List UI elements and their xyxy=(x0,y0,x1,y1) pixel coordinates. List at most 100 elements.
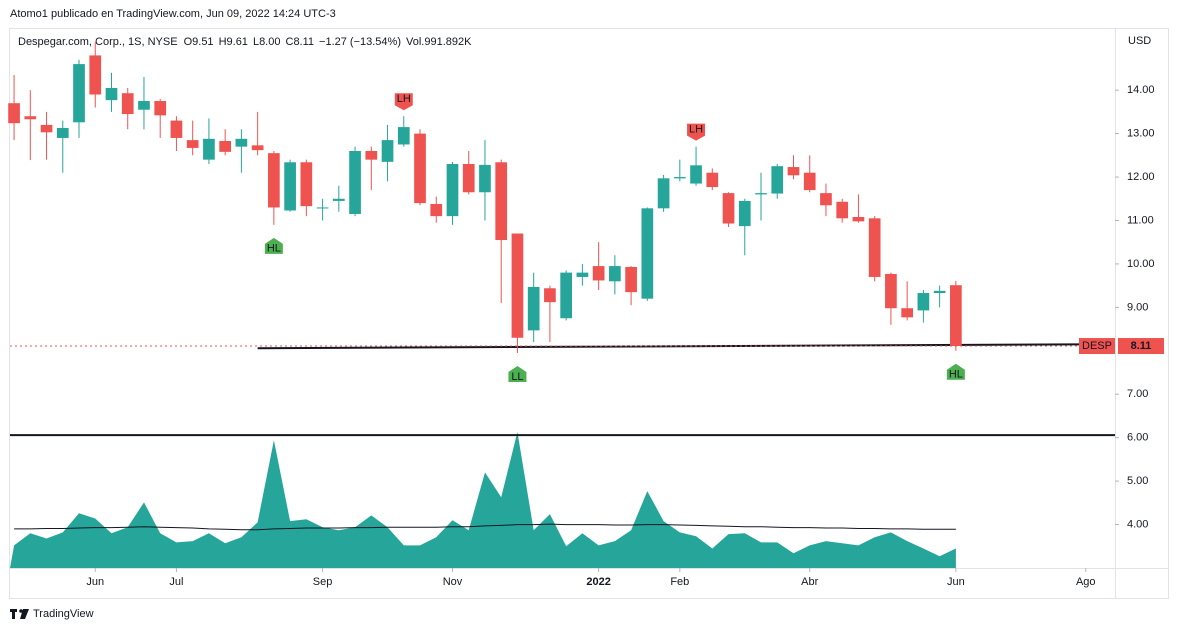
candle-body xyxy=(706,172,719,188)
legend-label: Vol. xyxy=(406,36,424,48)
candle-body xyxy=(105,87,118,101)
legend-value: 9.51 xyxy=(192,36,213,48)
legend-symbol: Despegar.com, Corp., 1S, NYSE xyxy=(18,36,178,48)
y-axis-label: USD xyxy=(1128,35,1151,47)
logo: TradingView xyxy=(10,608,94,620)
candle-body xyxy=(479,164,491,193)
candle-body xyxy=(186,140,199,148)
candle-body xyxy=(349,150,361,214)
x-tick-label: Ago xyxy=(1076,576,1096,588)
legend-label: H xyxy=(219,36,227,48)
candle-body xyxy=(657,178,670,209)
candle-body xyxy=(203,138,215,160)
candle-body xyxy=(820,193,832,206)
x-tick-label: Abr xyxy=(801,576,818,588)
candle-body xyxy=(365,150,378,160)
y-tick-label: 13.00 xyxy=(1127,128,1155,140)
candle-body xyxy=(917,293,930,311)
candle-body xyxy=(771,166,784,194)
pivot-marker xyxy=(687,123,706,141)
candle-body xyxy=(300,162,313,207)
candle-body xyxy=(901,308,913,318)
candle-body xyxy=(414,133,426,204)
pivot-label: HL xyxy=(267,243,281,255)
candle-body xyxy=(89,55,102,95)
ticker-label: DESP xyxy=(1082,340,1112,352)
candle-body xyxy=(495,162,508,241)
legend: Despegar.com, Corp., 1S, NYSE O 9.51 H 9.61 L… xyxy=(18,36,472,48)
y-tick-label: 12.00 xyxy=(1127,171,1155,183)
candle-body xyxy=(73,64,85,123)
pivot-label: LH xyxy=(689,124,703,136)
candle-body xyxy=(381,140,394,162)
candle-body xyxy=(332,198,345,201)
candle-body xyxy=(625,266,637,293)
pivot-label: HL xyxy=(949,369,963,381)
x-tick-label: Jul xyxy=(169,576,183,588)
pivot-label: LL xyxy=(511,371,523,383)
price-badge xyxy=(1118,338,1164,355)
legend-value: 8.00 xyxy=(259,36,280,48)
pivot-marker xyxy=(946,363,965,380)
candle-body xyxy=(397,127,410,145)
candle-body xyxy=(609,266,621,282)
trendline xyxy=(257,343,1101,350)
ticker-badge xyxy=(1079,338,1115,355)
candle-body xyxy=(787,167,800,176)
x-tick-label: Jun xyxy=(947,576,965,588)
pivot-marker xyxy=(264,237,283,254)
pivot-label: LH xyxy=(397,93,411,105)
candle-body xyxy=(544,288,556,303)
candle-body xyxy=(24,116,37,120)
legend-label: C xyxy=(285,36,293,48)
candle-body xyxy=(170,120,183,138)
pivot-marker xyxy=(508,365,527,382)
candle-body xyxy=(219,140,231,152)
header-title: Atomo1 publicado en TradingView.com, Jun… xyxy=(10,8,336,20)
candle-body xyxy=(430,203,443,217)
y-tick-label: 14.00 xyxy=(1127,84,1155,96)
candle-body xyxy=(868,218,881,277)
x-tick-label: Jun xyxy=(86,576,104,588)
candle-body xyxy=(933,290,946,294)
candle-body xyxy=(284,162,296,211)
candle-body xyxy=(738,200,751,227)
legend-value: −1.27 (−13.54%) xyxy=(319,36,401,48)
candle-body xyxy=(138,101,150,110)
candle-body xyxy=(690,165,702,184)
legend-value: 991.892K xyxy=(424,36,472,48)
candle-body xyxy=(56,127,69,138)
candle-body xyxy=(251,145,264,151)
candle-body xyxy=(560,272,572,319)
candle-body xyxy=(40,124,53,133)
x-tick-label: Nov xyxy=(443,576,463,588)
candle-body xyxy=(673,177,686,179)
candle-body xyxy=(511,233,524,338)
x-tick-label: Feb xyxy=(670,576,689,588)
frame xyxy=(9,28,1169,599)
candle-body xyxy=(154,101,167,116)
y-tick-label: 5.00 xyxy=(1127,475,1148,487)
volume-area xyxy=(10,432,956,568)
legend-label: L xyxy=(253,36,259,48)
legend-label: O xyxy=(184,36,193,48)
candle-body xyxy=(121,93,134,115)
x-tick-label: Sep xyxy=(313,576,333,588)
volume-ma-line xyxy=(14,523,956,531)
candle-body xyxy=(885,273,897,309)
y-tick-label: 11.00 xyxy=(1127,214,1154,226)
candle-body xyxy=(836,201,849,219)
candle-body xyxy=(803,172,816,191)
candle-body xyxy=(722,193,735,224)
y-tick-label: 7.00 xyxy=(1127,388,1148,400)
candle-body xyxy=(527,286,540,331)
candle-body xyxy=(316,207,329,209)
logo-shape xyxy=(20,609,29,619)
y-tick-label: 6.00 xyxy=(1127,432,1148,444)
candle-body xyxy=(268,153,280,208)
y-tick-label: 9.00 xyxy=(1127,301,1148,313)
x-tick-label: 2022 xyxy=(586,576,610,588)
last-price-label: 8.11 xyxy=(1131,340,1152,352)
candle-body xyxy=(446,164,459,217)
y-tick-label: 10.00 xyxy=(1127,258,1155,270)
